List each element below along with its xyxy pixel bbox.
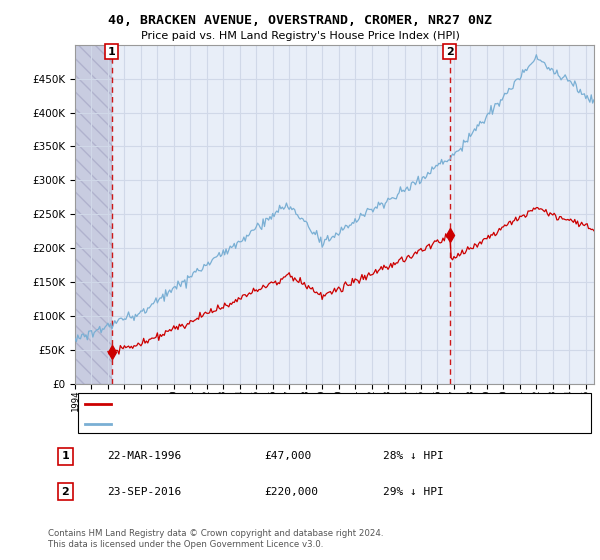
Bar <box>75 45 112 384</box>
Text: 40, BRACKEN AVENUE, OVERSTRAND, CROMER, NR27 0NZ (detached house): 40, BRACKEN AVENUE, OVERSTRAND, CROMER, … <box>122 399 520 409</box>
Text: 22-MAR-1996: 22-MAR-1996 <box>107 451 182 461</box>
Text: 40, BRACKEN AVENUE, OVERSTRAND, CROMER, NR27 0NZ: 40, BRACKEN AVENUE, OVERSTRAND, CROMER, … <box>108 14 492 27</box>
Text: Price paid vs. HM Land Registry's House Price Index (HPI): Price paid vs. HM Land Registry's House … <box>140 31 460 41</box>
Text: HPI: Average price, detached house, North Norfolk: HPI: Average price, detached house, Nort… <box>122 418 385 428</box>
Bar <box>75 45 112 384</box>
Text: 1: 1 <box>108 46 115 57</box>
Text: 1: 1 <box>62 451 69 461</box>
Text: £220,000: £220,000 <box>264 487 318 497</box>
Text: Contains HM Land Registry data © Crown copyright and database right 2024.
This d: Contains HM Land Registry data © Crown c… <box>48 529 383 549</box>
Text: £47,000: £47,000 <box>264 451 311 461</box>
FancyBboxPatch shape <box>77 393 592 433</box>
Text: 29% ↓ HPI: 29% ↓ HPI <box>383 487 443 497</box>
Text: 28% ↓ HPI: 28% ↓ HPI <box>383 451 443 461</box>
Text: 23-SEP-2016: 23-SEP-2016 <box>107 487 182 497</box>
Text: 2: 2 <box>62 487 69 497</box>
Text: 2: 2 <box>446 46 454 57</box>
